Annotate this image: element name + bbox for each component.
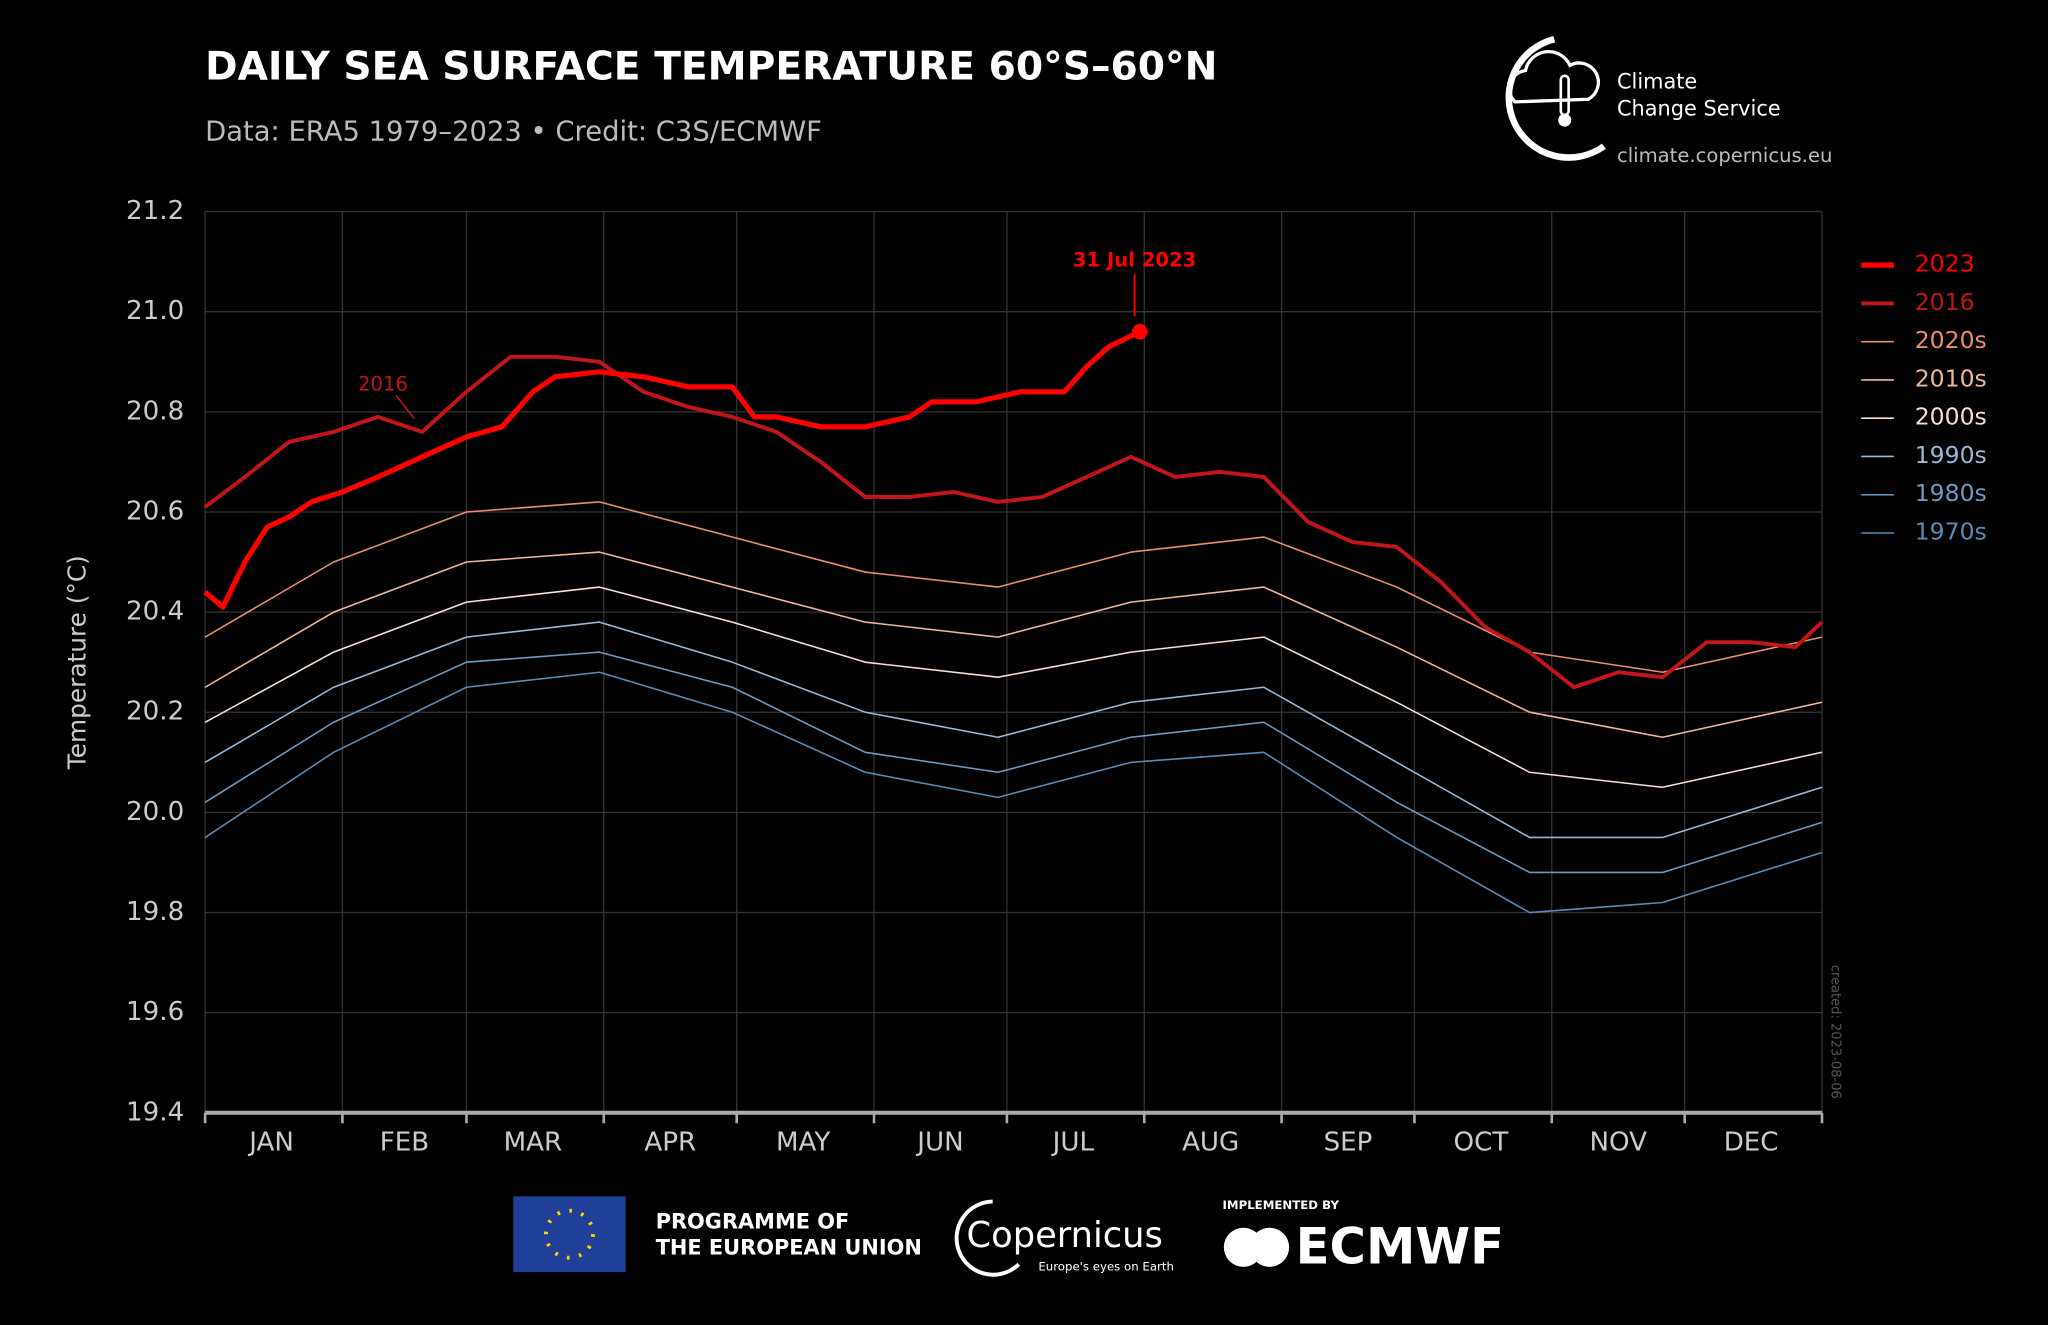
- y-tick-label: 21.0: [126, 296, 184, 326]
- x-tick-label: MAY: [776, 1127, 830, 1157]
- annotation: 2016: [358, 372, 408, 395]
- eu-flag: [513, 1196, 626, 1273]
- y-tick-label: 20.4: [126, 597, 184, 627]
- logo-arc: [1505, 36, 1606, 161]
- x-tick-label: APR: [644, 1127, 696, 1157]
- logo-bulb: [1558, 113, 1572, 127]
- y-tick-label: 20.2: [126, 697, 184, 727]
- annotation: 31 Jul 2023: [1073, 249, 1196, 272]
- annotation-arrow: [395, 394, 415, 420]
- y-axis-label: Temperature (°C): [62, 555, 91, 770]
- x-tick-label: MAR: [504, 1127, 563, 1157]
- y-tick-label: 21.2: [126, 196, 184, 226]
- chart-title: DAILY SEA SURFACE TEMPERATURE 60°S–60°N: [205, 45, 1217, 90]
- x-tick-label: OCT: [1454, 1127, 1510, 1157]
- endpoint-marker: [1131, 323, 1148, 340]
- series-line: [204, 586, 1823, 789]
- logo-cloud: [1507, 50, 1600, 104]
- y-tick-label: 19.4: [126, 1097, 184, 1127]
- x-tick-label: AUG: [1182, 1127, 1239, 1157]
- y-tick-label: 20.8: [126, 396, 184, 426]
- copernicus-arc: [954, 1199, 1021, 1277]
- implemented-by: IMPLEMENTED BY: [1223, 1198, 1340, 1212]
- legend-label: 1970s: [1915, 518, 1987, 546]
- series-line: [204, 651, 1823, 874]
- legend-label: 2016: [1915, 288, 1975, 316]
- y-tick-label: 20.0: [126, 797, 184, 827]
- created-note: created: 2023-08-06: [1828, 965, 1843, 1099]
- series-line: [203, 354, 1824, 690]
- legend-label: 1980s: [1915, 479, 1987, 507]
- y-tick-label: 19.8: [126, 897, 184, 927]
- x-tick-label: JUL: [1051, 1127, 1095, 1157]
- y-tick-label: 20.6: [126, 496, 184, 526]
- x-tick-label: FEB: [380, 1127, 429, 1157]
- chart-subtitle: Data: ERA5 1979–2023 • Credit: C3S/ECMWF: [205, 117, 822, 148]
- logo-text: Change Service: [1617, 97, 1781, 121]
- y-tick-label: 19.6: [126, 997, 184, 1027]
- series-line: [204, 621, 1823, 839]
- legend-label: 2010s: [1915, 364, 1987, 392]
- ecmwf-logo: [1249, 1227, 1290, 1267]
- series-line: [203, 329, 1141, 610]
- eu-text: THE EUROPEAN UNION: [656, 1236, 922, 1260]
- copernicus-tagline: Europe's eyes on Earth: [1038, 1259, 1174, 1273]
- legend-label: 2020s: [1915, 326, 1987, 354]
- ecmwf-text: ECMWF: [1296, 1217, 1504, 1275]
- legend-label: 2023: [1915, 250, 1975, 278]
- x-tick-label: NOV: [1589, 1127, 1647, 1157]
- legend-label: 1990s: [1915, 441, 1987, 469]
- series-line: [204, 551, 1823, 739]
- x-tick-label: SEP: [1324, 1127, 1373, 1157]
- x-tick-label: DEC: [1724, 1127, 1779, 1157]
- eu-text: PROGRAMME OF: [656, 1209, 850, 1233]
- x-tick-label: JUN: [915, 1127, 963, 1157]
- x-tick-label: JAN: [247, 1127, 294, 1157]
- series-line: [204, 671, 1823, 914]
- copernicus-text: Copernicus: [967, 1215, 1163, 1256]
- logo-text: Climate: [1617, 69, 1697, 93]
- legend-label: 2000s: [1915, 403, 1987, 431]
- logo-url: climate.copernicus.eu: [1617, 144, 1832, 167]
